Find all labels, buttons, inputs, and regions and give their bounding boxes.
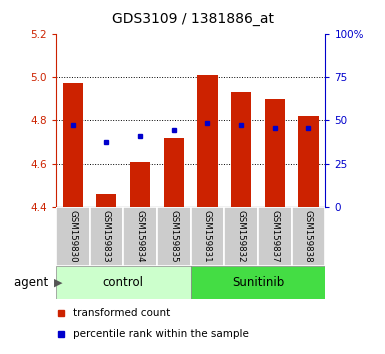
Text: control: control [103,276,144,289]
Bar [191,207,224,266]
Bar [224,207,258,266]
Bar [197,75,218,207]
Text: GSM159838: GSM159838 [304,210,313,263]
Bar [96,194,116,207]
Text: GSM159830: GSM159830 [68,210,77,263]
Text: GDS3109 / 1381886_at: GDS3109 / 1381886_at [112,12,273,27]
Text: GSM159835: GSM159835 [169,210,178,263]
Bar [298,116,318,207]
Text: GSM159833: GSM159833 [102,210,111,263]
Text: ▶: ▶ [54,277,62,287]
Text: Sunitinib: Sunitinib [232,276,284,289]
Bar [164,138,184,207]
Bar [56,207,89,266]
Text: percentile rank within the sample: percentile rank within the sample [73,330,249,339]
Bar [89,207,123,266]
Bar [191,266,325,299]
Bar [231,92,251,207]
Text: transformed count: transformed count [73,308,171,318]
Bar [62,84,83,207]
Bar [157,207,191,266]
Text: GSM159834: GSM159834 [136,210,144,263]
Bar [123,207,157,266]
Bar [130,161,150,207]
Text: GSM159831: GSM159831 [203,210,212,263]
Bar [292,207,325,266]
Bar [56,266,191,299]
Bar [265,99,285,207]
Text: agent: agent [14,276,52,289]
Bar [258,207,292,266]
Text: GSM159837: GSM159837 [270,210,279,263]
Text: GSM159832: GSM159832 [237,210,246,263]
